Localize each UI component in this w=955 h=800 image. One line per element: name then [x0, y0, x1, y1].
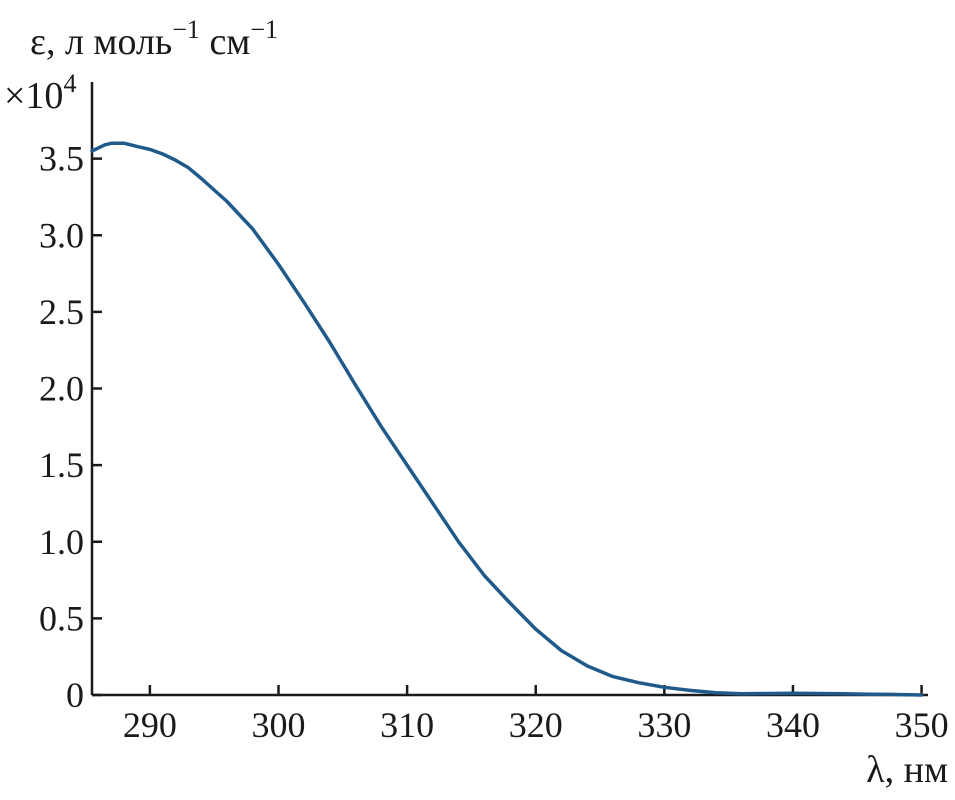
x-tick-label: 310 — [380, 705, 434, 745]
y-axis-title-mid: см — [200, 21, 250, 63]
x-ticks: 290 300 310 320 330 340 350 — [123, 685, 949, 745]
series-line-1 — [90, 141, 924, 697]
x-tick-label: 320 — [509, 705, 563, 745]
x-axis-title: λ, нм — [866, 749, 948, 791]
series-group — [90, 141, 924, 697]
y-tick-label: 3.5 — [39, 139, 84, 179]
y-axis-title-sup2: −1 — [250, 15, 278, 44]
x-tick-label: 350 — [895, 705, 949, 745]
y-axis-title: ε, л моль−1 см−1 — [30, 15, 278, 63]
y-axis-multiplier: ×104 — [4, 69, 76, 117]
y-ticks: 0 0.5 1.0 1.5 2.0 2.5 3.0 3.5 — [39, 139, 102, 715]
x-tick-label: 340 — [766, 705, 820, 745]
x-tick-label: 290 — [123, 705, 177, 745]
y-tick-label: 2.5 — [39, 292, 84, 332]
x-tick-label: 330 — [637, 705, 691, 745]
y-multiplier-base: ×10 — [4, 75, 63, 117]
y-tick-label: 1.5 — [39, 445, 84, 485]
y-tick-label: 0 — [66, 675, 84, 715]
x-tick-label: 300 — [251, 705, 305, 745]
y-tick-label: 2.0 — [39, 369, 84, 409]
y-tick-label: 1.0 — [39, 522, 84, 562]
y-multiplier-exp: 4 — [63, 69, 76, 98]
svg-text:×104: ×104 — [4, 69, 76, 117]
y-axis-title-sup1: −1 — [172, 15, 200, 44]
svg-text:ε, л моль−1 см−1: ε, л моль−1 см−1 — [30, 15, 278, 63]
y-tick-label: 0.5 — [39, 598, 84, 638]
y-tick-label: 3.0 — [39, 215, 84, 255]
y-axis-title-main: ε, л моль — [30, 21, 172, 63]
